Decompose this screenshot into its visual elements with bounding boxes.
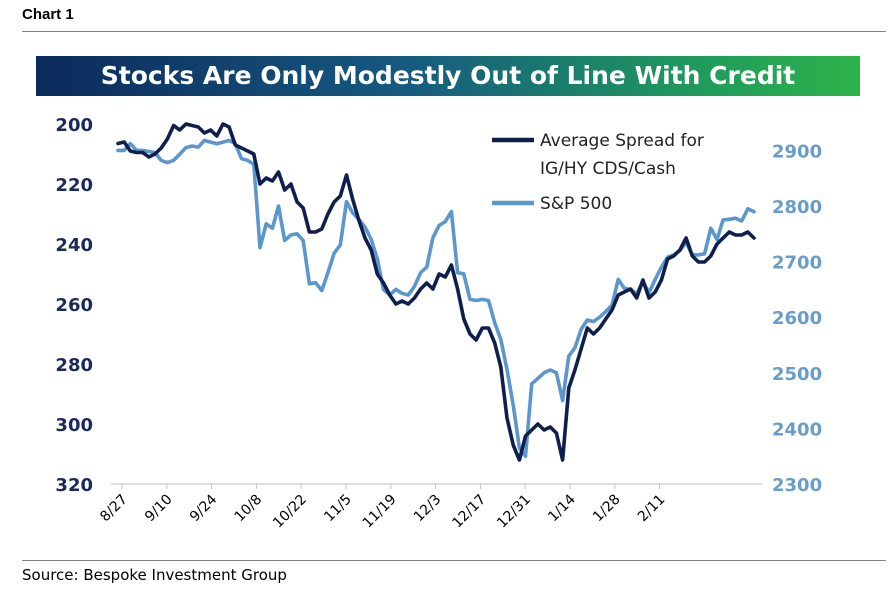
legend-label-spread-line2: IG/HY CDS/Cash: [540, 159, 676, 179]
series-line-sp500: [116, 138, 756, 458]
x-tick-label: 11/19: [360, 492, 400, 532]
legend-label-spread-line1: Average Spread for: [540, 131, 704, 151]
bottom-divider: [22, 560, 886, 561]
x-tick-label: 11/5: [321, 492, 355, 526]
right-tick-label: 2400: [772, 419, 822, 440]
legend: Average Spread for IG/HY CDS/Cash S&P 50…: [492, 131, 704, 214]
right-tick-label: 2900: [772, 141, 822, 162]
x-tick-label: 9/10: [142, 492, 176, 526]
left-tick-label: 240: [55, 235, 93, 256]
x-tick-label: 1/28: [590, 492, 624, 526]
right-tick-label: 2800: [772, 197, 822, 218]
chart-title: Stocks Are Only Modestly Out of Line Wit…: [100, 61, 796, 90]
left-tick-label: 280: [55, 355, 93, 376]
x-tick-label: 12/17: [449, 492, 489, 532]
chart-label: Chart 1: [22, 6, 74, 23]
left-tick-label: 320: [55, 475, 93, 496]
source-note: Source: Bespoke Investment Group: [22, 566, 287, 584]
x-tick-label: 1/14: [545, 491, 579, 525]
left-tick-label: 300: [55, 415, 93, 436]
x-tick-label: 9/24: [187, 491, 221, 525]
right-tick-label: 2500: [772, 364, 822, 385]
left-axis-ticks: 200 220 240 260 280 300 320: [55, 115, 93, 496]
right-tick-label: 2700: [772, 253, 822, 274]
left-tick-label: 260: [55, 295, 93, 316]
x-tick-label: 2/11: [635, 492, 669, 526]
right-tick-label: 2300: [772, 475, 822, 496]
title-banner: Stocks Are Only Modestly Out of Line Wit…: [36, 56, 860, 96]
top-divider: [22, 31, 886, 32]
x-tick-label: 12/31: [494, 492, 534, 532]
legend-label-sp500: S&P 500: [540, 194, 612, 214]
x-tick-label: 8/27: [97, 492, 131, 526]
x-tick-label: 10/8: [232, 492, 266, 526]
x-tick-label: 12/3: [411, 492, 445, 526]
x-tick-label: 10/22: [270, 492, 310, 532]
x-axis-ticks: 8/27 9/10 9/24 10/8 10/22 11/5 11/19 12/3 12/17 1…: [97, 484, 668, 531]
series-line-spread: [116, 122, 756, 462]
right-tick-label: 2600: [772, 308, 822, 329]
left-tick-label: 200: [55, 115, 93, 136]
left-tick-label: 220: [55, 175, 93, 196]
series-lines: [116, 122, 756, 462]
right-axis-ticks: 2900 2800 2700 2600 2500 2400 2300: [772, 141, 822, 496]
